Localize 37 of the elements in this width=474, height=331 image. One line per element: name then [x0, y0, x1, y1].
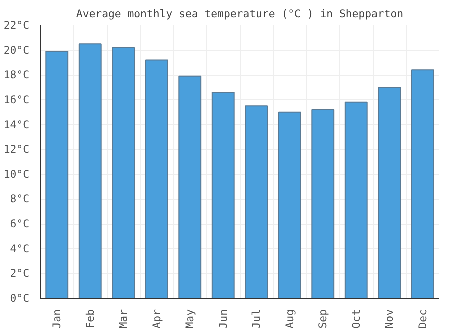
x-tick-label: Aug [283, 309, 296, 329]
x-tick-label: Jul [250, 309, 264, 329]
y-tick-label: 22°C [4, 19, 30, 32]
y-tick-label: 14°C [4, 118, 30, 132]
bar [212, 92, 235, 298]
y-tick-label: 4°C [10, 242, 30, 256]
bar [178, 76, 202, 298]
x-tick-label: Mar [117, 308, 130, 329]
x-tick-label: Oct [350, 309, 363, 329]
x-tick-label: Jan [50, 309, 64, 329]
y-tick-label: 8°C [10, 192, 30, 206]
y-tick-label: 6°C [10, 218, 30, 231]
x-tick-label: Apr [150, 308, 164, 329]
bar [112, 47, 136, 298]
y-tick-label: 20°C [4, 44, 30, 57]
chart-title: Average monthly sea temperature (°C ) in Shepparton [76, 8, 404, 20]
y-tick-label: 16°C [4, 93, 30, 106]
y-tick-label: 18°C [4, 68, 30, 82]
bar [411, 70, 434, 298]
bar [78, 44, 102, 298]
y-tick-label: 10°C [4, 168, 30, 181]
y-tick-label: 2°C [10, 267, 30, 280]
y-tick-label: 0°C [10, 292, 30, 305]
bar [378, 87, 402, 298]
x-tick-label: Nov [383, 309, 396, 329]
bar [312, 109, 335, 298]
x-tick-label: Feb [84, 309, 97, 329]
bar [145, 60, 168, 298]
x-tick-label: May [184, 309, 197, 329]
bar [278, 112, 302, 298]
bar [245, 106, 268, 298]
bar [46, 51, 69, 298]
x-tick-label: Jun [216, 309, 230, 329]
y-tick-label: 12°C [4, 143, 30, 156]
bar [344, 102, 368, 298]
x-tick-label: Dec [416, 309, 430, 329]
x-tick-label: Sep [316, 309, 330, 329]
